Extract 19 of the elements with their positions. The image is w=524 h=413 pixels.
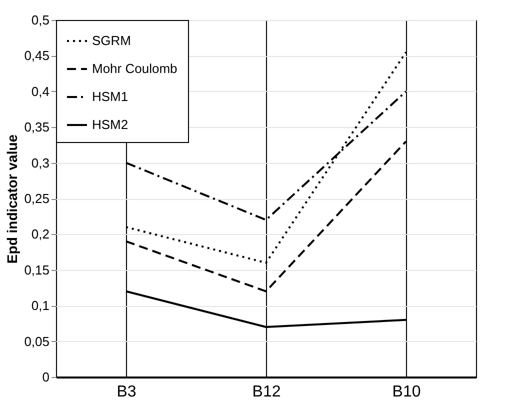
legend-label: Mohr Coulomb (92, 61, 178, 76)
y-axis-title: Epd indicator value (4, 134, 20, 264)
y-tick-label: 0,4 (31, 84, 50, 99)
x-tick-label: B3 (116, 384, 136, 400)
y-tick-label: 0,3 (31, 155, 50, 170)
y-tick-label: 0,05 (24, 334, 50, 349)
y-tick-label: 0,35 (24, 120, 50, 135)
y-tick-label: 0,5 (31, 12, 50, 28)
legend-label: SGRM (92, 33, 131, 48)
y-tick-label: 0,45 (24, 48, 50, 64)
x-tick-label: B12 (252, 384, 281, 400)
legend-label: HSM2 (92, 117, 128, 132)
x-tick-label: B10 (392, 384, 421, 400)
y-tick-label: 0,25 (24, 191, 50, 206)
y-tick-label: 0 (42, 370, 50, 384)
y-tick-label: 0,15 (24, 262, 50, 278)
y-tick-label: 0,1 (31, 298, 50, 314)
y-tick-label: 0,2 (31, 226, 50, 242)
legend-label: HSM1 (92, 89, 128, 104)
